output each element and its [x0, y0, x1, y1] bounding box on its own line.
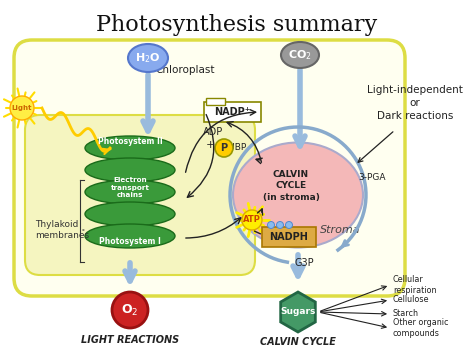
Circle shape [285, 221, 292, 229]
Text: NADPH: NADPH [270, 232, 309, 242]
Text: Photosystem I: Photosystem I [99, 238, 161, 246]
Text: Stroma: Stroma [319, 225, 360, 235]
FancyBboxPatch shape [262, 227, 316, 247]
Text: RUBP: RUBP [222, 143, 246, 152]
Text: LIGHT REACTIONS: LIGHT REACTIONS [81, 335, 179, 345]
Text: Photosynthesis summary: Photosynthesis summary [96, 14, 378, 36]
Ellipse shape [128, 44, 168, 72]
Text: CALVIN
CYCLE
(in stroma): CALVIN CYCLE (in stroma) [263, 170, 319, 202]
Ellipse shape [85, 180, 175, 204]
Text: Starch: Starch [393, 310, 419, 318]
FancyBboxPatch shape [14, 40, 405, 296]
Ellipse shape [85, 136, 175, 160]
Text: ADP: ADP [203, 127, 223, 137]
FancyBboxPatch shape [25, 115, 255, 275]
Circle shape [267, 221, 274, 229]
Circle shape [276, 221, 283, 229]
Text: ATP: ATP [243, 216, 261, 225]
Text: 3-PGA: 3-PGA [358, 173, 385, 183]
Text: Sugars: Sugars [280, 307, 316, 317]
Ellipse shape [85, 224, 175, 248]
Text: Light-independent
or
Dark reactions: Light-independent or Dark reactions [367, 85, 463, 121]
Circle shape [112, 292, 148, 328]
Text: P: P [220, 143, 228, 153]
Text: O$_2$: O$_2$ [121, 303, 139, 318]
Text: Chloroplast: Chloroplast [155, 65, 215, 75]
FancyBboxPatch shape [204, 102, 261, 122]
Circle shape [242, 210, 262, 230]
Text: CO$_2$: CO$_2$ [288, 48, 312, 62]
Text: Light: Light [12, 105, 32, 111]
Circle shape [215, 139, 233, 157]
Ellipse shape [85, 158, 175, 182]
Polygon shape [281, 292, 315, 332]
Text: H$_2$O: H$_2$O [135, 51, 161, 65]
Text: Other organic
compounds: Other organic compounds [393, 318, 448, 338]
Text: NADP⁺: NADP⁺ [214, 107, 250, 117]
Text: Cellular
respiration: Cellular respiration [393, 275, 437, 295]
Ellipse shape [281, 42, 319, 68]
Text: Cellulose: Cellulose [393, 296, 429, 305]
FancyBboxPatch shape [207, 98, 226, 105]
Text: +: + [205, 140, 215, 150]
Text: Electron
transport
chains: Electron transport chains [110, 177, 149, 198]
Circle shape [10, 96, 34, 120]
Text: G3P: G3P [294, 258, 314, 268]
Text: Photosystem II: Photosystem II [98, 138, 163, 146]
Ellipse shape [233, 143, 363, 247]
Text: Thylakoid
membranes: Thylakoid membranes [35, 220, 89, 240]
Ellipse shape [85, 202, 175, 226]
Text: CALVIN CYCLE: CALVIN CYCLE [260, 337, 336, 347]
